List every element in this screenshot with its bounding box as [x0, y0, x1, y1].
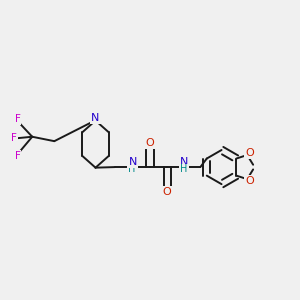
Text: O: O	[146, 138, 154, 148]
Text: N: N	[180, 157, 188, 167]
Text: N: N	[129, 157, 137, 167]
Text: O: O	[163, 187, 172, 196]
Text: N: N	[91, 113, 100, 124]
Text: O: O	[245, 176, 254, 186]
Text: F: F	[15, 114, 20, 124]
Text: F: F	[15, 151, 20, 161]
Text: H: H	[128, 164, 135, 174]
Text: O: O	[245, 148, 254, 158]
Text: H: H	[181, 164, 188, 174]
Text: F: F	[11, 133, 17, 143]
